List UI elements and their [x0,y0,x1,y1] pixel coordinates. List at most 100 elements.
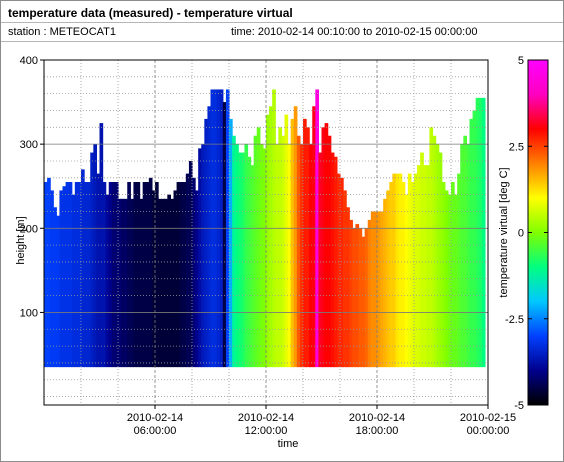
heatmap-column [145,182,150,368]
heatmap-column [318,152,323,368]
heatmap-column [457,173,461,368]
heatmap-column [179,182,184,368]
heatmap-column [136,182,141,368]
heatmap-column [173,190,178,368]
station-label: station : METEOCAT1 [8,26,116,38]
heatmap-column [232,135,236,368]
heatmap-column [352,228,357,368]
heatmap-column [275,144,279,368]
heatmap-column [293,106,298,368]
heatmap-column [53,207,57,368]
subheader-divider [1,41,563,42]
heatmap-column [161,198,165,368]
chart-title: temperature data (measured) - temperatur… [8,6,293,20]
y-tick-label: 200 [20,223,38,235]
colorbar-ticks: 5 2.5 0 -2.5 -5 [505,55,548,412]
heatmap-column [410,182,415,368]
heatmap-column [478,97,483,368]
heatmap-column [321,127,326,368]
heatmap-column [142,182,147,368]
heatmap-column [247,156,252,368]
heatmap-column [414,173,418,368]
heatmap-column [377,211,381,368]
heatmap-column [250,165,255,368]
heatmap-column [296,135,301,368]
heatmap-column [435,144,440,368]
heatmap-column [309,144,313,368]
y-tick-label: 300 [20,139,38,151]
heatmap-column [460,144,464,368]
heatmap-column [426,165,431,368]
heatmap-column [312,106,316,368]
heatmap-column [383,198,387,368]
heatmap-column [373,211,378,368]
heatmap-column [256,127,261,368]
heatmap-column [56,215,61,368]
heatmap-column [380,211,384,368]
heatmap-column [281,135,286,368]
heatmap-column [111,182,116,368]
heatmap-column [81,169,85,368]
heatmap-column [133,182,138,368]
heatmap-column [447,194,452,368]
heatmap-column [118,198,122,368]
heatmap-column [47,177,51,368]
heatmap-column [130,198,135,368]
x-axis-label: time [278,438,299,450]
heatmap-column [188,160,193,368]
heatmap-column [170,198,175,368]
heatmap-column [306,127,310,368]
heatmap-column [176,182,181,368]
x-tick-label: 2010-02-14 [349,412,405,424]
colorbar-tick-label: 0 [518,228,524,240]
heatmap-column [420,152,424,368]
heatmap-column [124,198,128,368]
heatmap-column [121,198,125,368]
heatmap-column [229,118,233,368]
header-divider [1,22,563,23]
heatmap-column [65,182,70,368]
heatmap-column [59,190,64,368]
heatmap-column [303,118,307,368]
heatmap-column [74,182,79,368]
heatmap-column [262,148,267,368]
time-range-label: time: 2010-02-14 00:10:00 to 2010-02-15 … [231,26,478,38]
heatmap-column [475,97,480,368]
heatmap-column [364,228,369,368]
heatmap-column [182,182,187,368]
heatmap-column [392,173,397,368]
heatmap-column [201,144,205,368]
heatmap-column [241,152,246,368]
heatmap-column [84,182,88,368]
heatmap-column [127,182,131,368]
heatmap-column [62,186,67,368]
heatmap-column [330,152,335,368]
heatmap-column [355,224,360,368]
heatmap-column [102,182,107,368]
heatmap-column [370,211,375,368]
colorbar-tick-label: -5 [514,400,524,412]
x-tick-label: 12:00:00 [245,425,288,437]
heatmap-column [395,173,400,368]
heatmap-column [429,127,434,368]
heatmap-column [155,182,159,368]
heatmap-column [195,190,199,368]
heatmap-column [481,97,486,368]
heatmap-column [441,182,446,368]
heatmap-column [327,135,332,368]
heatmap-column [287,144,292,368]
heatmap-column [346,207,350,368]
heatmap-column [148,177,153,368]
x-tick-label: 06:00:00 [134,425,177,437]
x-tick-label: 2010-02-14 [127,412,183,424]
heatmap-column [259,144,264,368]
heatmap-column [266,114,270,368]
heatmap-column [185,173,190,368]
heatmap-column [423,165,427,368]
heatmap-column [139,198,144,368]
colorbar-tick-label: 2.5 [509,141,524,153]
heatmap-column [50,190,54,368]
heatmap-column [204,118,209,368]
heatmap-column [299,144,304,368]
colorbar-tick-label: -2.5 [505,314,524,326]
